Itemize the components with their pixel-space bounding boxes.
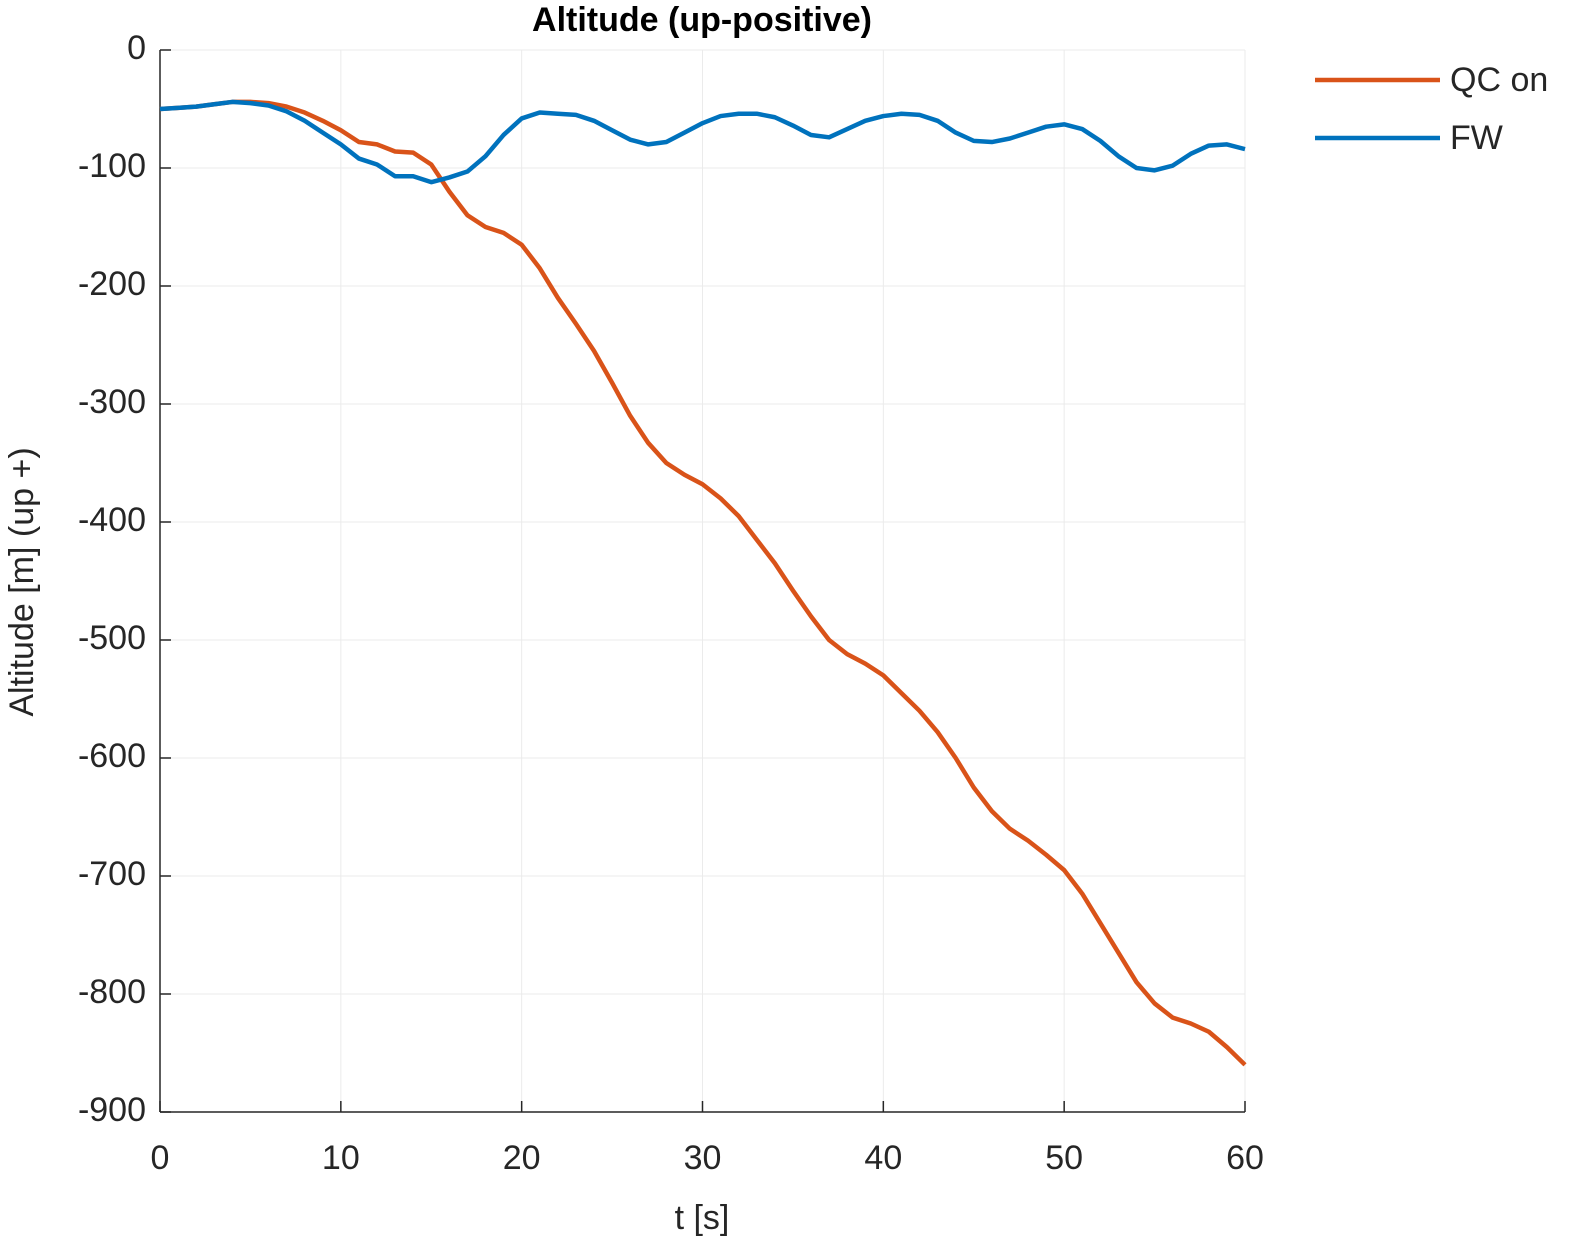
y-tick-label: -400 — [78, 501, 146, 539]
x-tick-label: 40 — [864, 1139, 902, 1177]
x-tick-label: 20 — [503, 1139, 541, 1177]
y-tick-label: -100 — [78, 147, 146, 185]
x-tick-label: 50 — [1045, 1139, 1083, 1177]
y-tick-label: -300 — [78, 383, 146, 421]
y-tick-label: -800 — [78, 973, 146, 1011]
chart-title: Altitude (up-positive) — [532, 1, 872, 39]
data-line — [159, 99, 1246, 185]
y-tick-label: 0 — [127, 29, 146, 67]
legend-label: QC on — [1450, 61, 1548, 99]
y-tick-label: -900 — [78, 1091, 146, 1129]
x-tick-label: 10 — [322, 1139, 360, 1177]
y-tick-label: -500 — [78, 619, 146, 657]
y-tick-label: -200 — [78, 265, 146, 303]
x-tick-label: 60 — [1226, 1139, 1264, 1177]
y-axis-label: Altitude [m] (up +) — [3, 447, 41, 716]
y-tick-label: -700 — [78, 855, 146, 893]
x-tick-label: 30 — [684, 1139, 722, 1177]
legend-label: FW — [1450, 119, 1503, 157]
y-tick-label: -600 — [78, 737, 146, 775]
data-line — [159, 99, 1247, 1067]
x-tick-label: 0 — [151, 1139, 170, 1177]
x-axis-label: t [s] — [675, 1199, 730, 1237]
